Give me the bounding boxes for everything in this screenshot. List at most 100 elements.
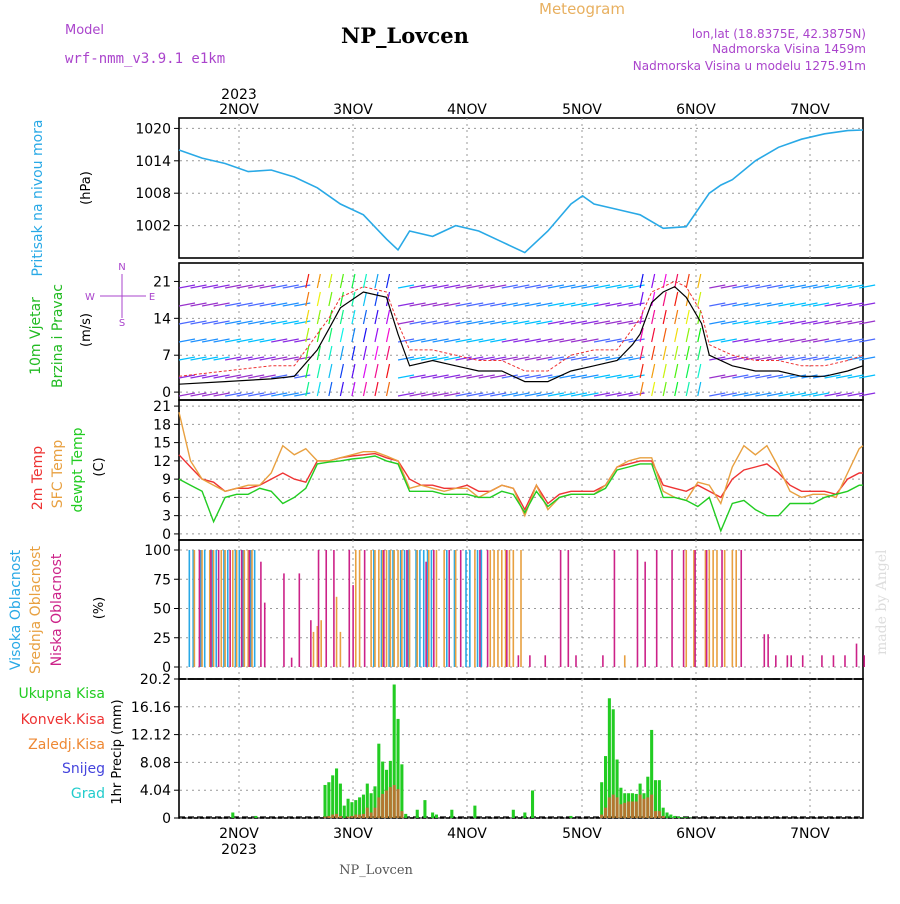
total-precip-bar [331, 775, 334, 818]
cloud-ytick-label: 50 [153, 602, 171, 618]
convective-precip-bar [370, 812, 373, 818]
convective-precip-bar [393, 785, 396, 818]
precip-ytick-label: 0 [162, 811, 171, 827]
convective-precip-bar [631, 801, 634, 818]
dewpt-line [179, 456, 863, 531]
pressure-ytick-label: 1014 [135, 154, 171, 170]
high-cloud-axis-title: Visoka Oblacnost [8, 549, 24, 670]
total-precip-bar [400, 764, 403, 818]
pressure-unit: (hPa) [79, 171, 94, 205]
convective-precip-bar [400, 811, 403, 818]
wind-barb [363, 310, 366, 324]
convective-precip-bar [327, 816, 330, 818]
wind-barb [363, 274, 366, 288]
top-day-label: 4NOV [447, 102, 487, 118]
wind-barb [363, 346, 366, 360]
total-precip-bar [600, 782, 603, 818]
wind-barb [675, 274, 678, 288]
convective-precip-bar [354, 815, 357, 818]
wind-barb [375, 292, 378, 306]
temp-unit: (C) [92, 457, 107, 476]
mid-cloud-axis-title: Srednja Oblacnost [28, 546, 44, 674]
bottom-day-label: 7NOV [790, 826, 830, 842]
legend-convective-precip: Konvek.Kisa [21, 712, 105, 728]
total-precip-bar [673, 816, 676, 818]
convective-precip-bar [373, 808, 376, 818]
wind-barb [387, 346, 390, 360]
wind-barb [387, 274, 390, 288]
total-precip-bar [416, 810, 419, 818]
wind-barb [652, 346, 655, 360]
total-precip-bar [231, 812, 234, 818]
wind-barb [686, 346, 689, 360]
total-precip-bar [335, 768, 338, 818]
wind-ytick-label: 21 [153, 274, 171, 290]
wind-barb [675, 364, 678, 378]
temp-ytick-label: 18 [153, 417, 171, 433]
station-elevation: Nadmorska Visina 1459m [712, 42, 866, 56]
wind-barb [698, 382, 701, 396]
temp-ytick-label: 12 [153, 454, 171, 470]
wind-barb [663, 346, 666, 360]
wind-barb [317, 292, 320, 306]
wind-barb [329, 328, 332, 342]
precip-unit: 1hr Precip (mm) [110, 699, 125, 804]
convective-precip-bar [646, 797, 649, 818]
wind-barb [652, 382, 655, 396]
wind-barb [652, 292, 655, 306]
total-precip-bar [681, 817, 684, 818]
wind-barb [663, 364, 666, 378]
low-cloud-axis-title: Niska Oblacnost [49, 553, 65, 666]
total-precip-bar [669, 815, 672, 818]
convective-precip-bar [608, 797, 611, 818]
total-precip-bar [512, 810, 515, 818]
total-precip-bar [323, 785, 326, 818]
convective-precip-bar [639, 795, 642, 818]
model-name: wrf-nmm_v3.9.1 e1km [65, 51, 225, 67]
wind-axis-title-1: 10m Vjetar [28, 297, 44, 375]
top-day-label: 7NOV [790, 102, 830, 118]
bottom-day-label: 5NOV [562, 826, 602, 842]
wind-barb [663, 328, 666, 342]
wind-barb [317, 382, 320, 396]
precip-ytick-label: 20.2 [140, 672, 171, 688]
legend-snow: Snijeg [62, 761, 105, 777]
convective-precip-bar [662, 816, 665, 818]
compass-south: S [119, 318, 125, 329]
wind-barb [698, 364, 701, 378]
compass-east: E [149, 292, 155, 303]
compass-west: W [85, 292, 95, 303]
pressure-axis-title: Pritisak na nivou mora [30, 119, 46, 276]
temp-ytick-label: 15 [153, 436, 171, 452]
convective-precip-bar [612, 795, 615, 818]
precip-ytick-label: 12.12 [131, 728, 171, 744]
wind-barb [686, 274, 689, 288]
cloud-ytick-label: 75 [153, 572, 171, 588]
total-precip-bar [423, 800, 426, 818]
convective-precip-bar [339, 816, 342, 818]
wind-barb [663, 292, 666, 306]
wind-barb [387, 382, 390, 396]
bottom-day-label: 3NOV [333, 826, 373, 842]
location-lonlat: lon,lat (18.8375E, 42.3875N) [692, 27, 866, 41]
wind-barb [363, 382, 366, 396]
convective-precip-bar [366, 808, 369, 818]
wind-barb [675, 310, 678, 324]
total-precip-bar [569, 816, 572, 818]
wind-barb [375, 364, 378, 378]
wind-barb [675, 328, 678, 342]
wind-barb [363, 364, 366, 378]
wind-barb [675, 346, 678, 360]
top-day-label: 5NOV [562, 102, 602, 118]
model-elevation: Nadmorska Visina u modelu 1275.91m [633, 59, 866, 73]
wind-barb [340, 346, 343, 360]
pressure-ytick-label: 1002 [135, 219, 171, 235]
product-title: Meteogram [539, 0, 625, 18]
wind-barb [329, 364, 332, 378]
compass-north: N [118, 262, 125, 273]
convective-precip-bar [323, 817, 326, 818]
bottom-day-label: 4NOV [447, 826, 487, 842]
wind-barb [652, 310, 655, 324]
cloud-ytick-label: 25 [153, 631, 171, 647]
